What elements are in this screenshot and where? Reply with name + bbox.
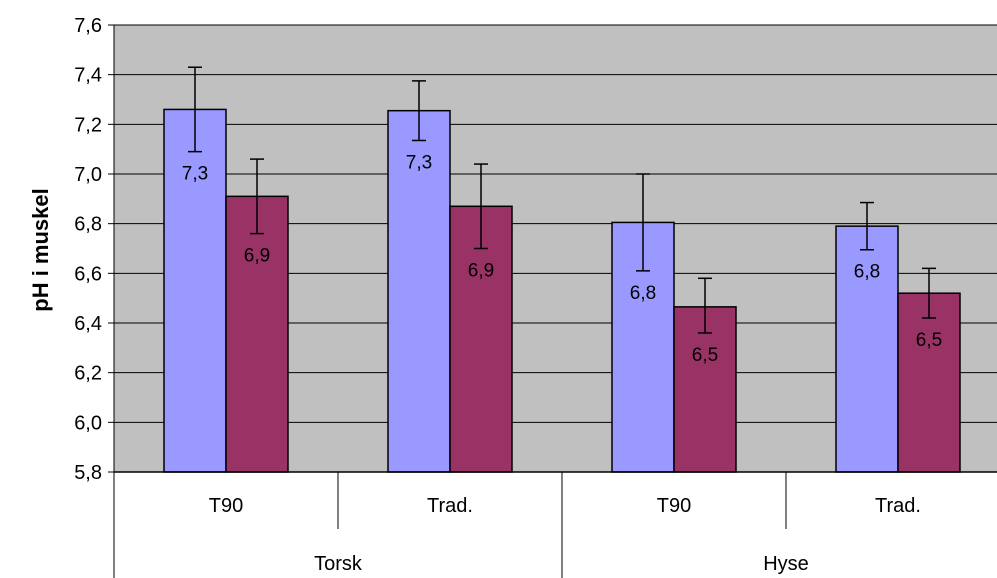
x-category-label: Trad. [875, 495, 921, 517]
data-label: 6,9 [244, 246, 270, 267]
bar [387, 109, 451, 473]
y-tick-label: 5,8 [74, 462, 102, 484]
data-label: 6,9 [468, 261, 494, 282]
y-tick-label: 7,2 [74, 114, 102, 136]
y-tick-label: 6,4 [74, 313, 102, 335]
x-group-label: Torsk [314, 553, 363, 575]
x-category-label: Trad. [427, 495, 473, 517]
data-label: 6,8 [854, 262, 880, 283]
data-label: 6,5 [916, 330, 942, 351]
bar [225, 195, 289, 473]
y-tick-label: 6,6 [74, 263, 102, 285]
y-tick-label: 6,2 [74, 363, 102, 385]
bar [897, 292, 961, 473]
y-tick-label: 6,0 [74, 412, 102, 434]
data-label: 6,8 [630, 283, 656, 304]
y-tick-label: 6,8 [74, 214, 102, 236]
x-category-label: T90 [209, 495, 243, 517]
x-group-label: Hyse [763, 553, 809, 575]
x-category-label: T90 [657, 495, 691, 517]
data-label: 7,3 [406, 152, 432, 173]
data-label: 7,3 [182, 164, 208, 185]
bar [673, 306, 737, 473]
plot-area: 5,8 6,0 6,2 6,4 6,6 6,8 7,0 7,2 7,4 7,6 T90 Trad. T9… [74, 15, 997, 578]
y-tick-label: 7,0 [74, 164, 102, 186]
data-label: 6,5 [692, 345, 718, 366]
y-axis-title: pH i muskel [28, 188, 53, 311]
y-tick-label: 7,4 [74, 65, 102, 87]
bar [835, 225, 899, 473]
y-tick-label: 7,6 [74, 15, 102, 37]
